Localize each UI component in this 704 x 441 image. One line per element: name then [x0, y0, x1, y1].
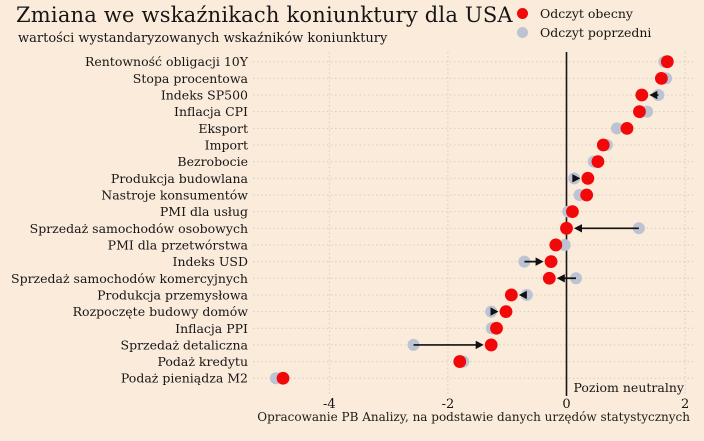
previous-reading-dot-icon [517, 27, 528, 38]
change-arrow-head [649, 90, 658, 100]
legend-current-label: Odczyt obecny [540, 6, 633, 21]
current-dot [276, 371, 290, 385]
current-dot [654, 71, 668, 85]
legend-item-current: Odczyt obecny [517, 4, 651, 23]
current-dot [635, 88, 649, 102]
row-label: Sprzedaż samochodów komercyjnych [11, 271, 248, 286]
current-dot [499, 305, 513, 318]
legend-previous-label: Odczyt poprzedni [540, 25, 652, 40]
row-label: Nastroje konsumentów [101, 187, 248, 202]
row-label: Stopa procentowa [133, 71, 249, 86]
row-label: Sprzedaż samochodów osobowych [30, 221, 248, 236]
change-arrow-head [556, 274, 565, 283]
current-dot [581, 171, 595, 185]
row-label: Indeks SP500 [161, 88, 248, 103]
neutral-level-label: Poziom neutralny [574, 380, 685, 395]
x-tick-label: -4 [323, 397, 336, 412]
change-arrow-head [490, 307, 499, 316]
row-label: PMI dla przetwórstwa [108, 237, 249, 252]
change-arrow-head [535, 257, 544, 266]
current-dot [660, 55, 674, 69]
change-arrow-head [574, 224, 582, 233]
previous-dot [610, 122, 623, 135]
current-dot [591, 155, 605, 169]
row-label: Rentowność obligacji 10Y [85, 54, 249, 69]
row-label: Inflacja PPI [175, 321, 248, 336]
current-dot [633, 105, 646, 119]
current-dot [504, 288, 518, 302]
current-dot [490, 321, 503, 335]
current-dot [549, 238, 563, 252]
row-label: PMI dla usług [160, 204, 248, 219]
chart-title: Zmiana we wskaźnikach koniunktury dla US… [16, 3, 513, 27]
row-label: Rozpoczęte budowy domów [73, 304, 249, 319]
row-label: Eksport [198, 121, 248, 136]
change-arrow-head [518, 290, 527, 300]
row-label: Inflacja CPI [174, 104, 248, 119]
current-dot [542, 271, 556, 285]
row-label: Sprzedaż detaliczna [121, 337, 249, 352]
row-label: Bezrobocie [177, 154, 248, 169]
chart-subtitle: wartości wystandaryzowanych wskaźników k… [18, 31, 388, 46]
source-caption: Opracowanie PB Analizy, na podstawie dan… [257, 410, 690, 424]
current-dot [544, 255, 558, 269]
current-dot [596, 138, 610, 152]
x-tick-label: -2 [442, 397, 455, 412]
previous-dot [558, 238, 571, 251]
row-label: Podaż pieniądza M2 [121, 371, 248, 386]
row-label: Produkcja budowlana [111, 171, 249, 186]
change-arrow-head [475, 340, 484, 350]
current-dot [484, 338, 498, 352]
current-reading-dot-icon [517, 8, 528, 19]
row-label: Import [205, 138, 248, 153]
current-dot [580, 188, 594, 202]
legend: Odczyt obecny Odczyt poprzedni [517, 4, 651, 42]
x-tick-label: 2 [681, 397, 689, 412]
change-arrow-head [572, 174, 581, 183]
current-dot [620, 121, 634, 135]
row-label: Indeks USD [173, 254, 248, 269]
current-dot [453, 355, 467, 368]
current-dot [566, 205, 579, 219]
row-label: Podaż kredytu [157, 354, 248, 369]
row-label: Produkcja przemysłowa [97, 287, 248, 302]
x-tick-label: 0 [562, 397, 570, 412]
current-dot [560, 221, 573, 235]
legend-item-previous: Odczyt poprzedni [517, 23, 651, 42]
